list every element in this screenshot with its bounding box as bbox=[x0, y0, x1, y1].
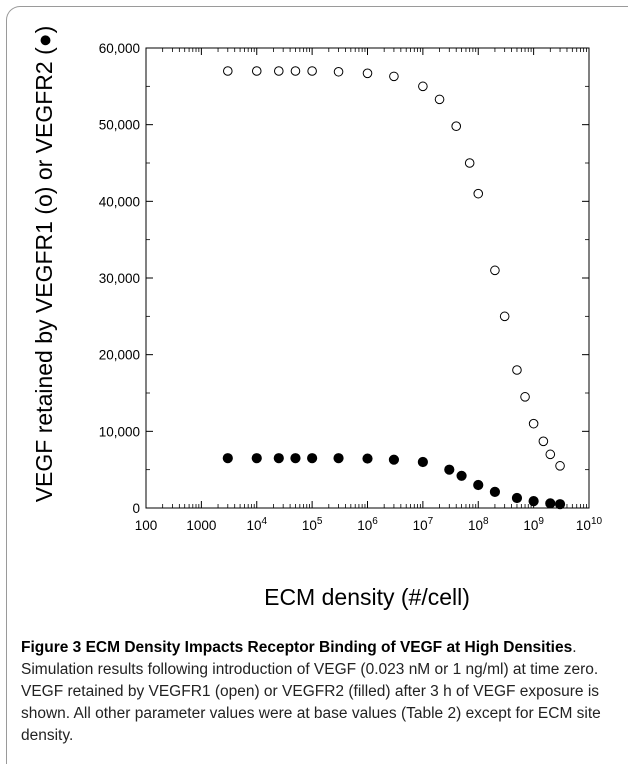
vegfr2-point bbox=[417, 456, 428, 468]
vegfr1-point bbox=[389, 71, 399, 82]
vegfr1-point bbox=[545, 449, 556, 460]
vegfr2-point bbox=[290, 453, 301, 464]
vegfr1-point bbox=[307, 66, 317, 76]
vegfr2-point bbox=[528, 496, 539, 507]
figure-frame bbox=[6, 6, 628, 764]
x-tick-label: 1010 bbox=[576, 516, 603, 533]
vegfr2-point bbox=[473, 479, 484, 491]
vegfr2-point bbox=[511, 492, 523, 504]
y-tick-label: 60,000 bbox=[99, 41, 140, 56]
y-axis-label: VEGF retained by VEGFR1 (o) or VEGFR2 (●… bbox=[31, 26, 57, 503]
vegfr2-point bbox=[388, 454, 400, 465]
vegfr1-point bbox=[222, 66, 233, 76]
vegfr1-point bbox=[499, 311, 510, 322]
x-tick-label: 104 bbox=[246, 516, 267, 533]
vegfr2-point bbox=[444, 464, 455, 475]
vegfr1-point bbox=[418, 81, 428, 92]
vegfr1-point bbox=[512, 365, 522, 375]
vegfr1-point bbox=[464, 158, 475, 168]
y-tick-label: 30,000 bbox=[99, 271, 140, 286]
vegfr1-point bbox=[490, 265, 500, 276]
x-tick-label: 106 bbox=[357, 516, 378, 533]
figure-caption: Figure 3 ECM Density Impacts Receptor Bi… bbox=[21, 637, 621, 747]
vegfr1-point bbox=[555, 461, 565, 471]
vegfr1-point bbox=[362, 68, 373, 79]
vegfr1-point bbox=[273, 66, 284, 76]
vegfr1-point bbox=[528, 418, 539, 429]
vegfr2-point bbox=[456, 470, 467, 481]
figure-title: Figure 3 ECM Density Impacts Receptor Bi… bbox=[21, 639, 573, 656]
vegfr1-point bbox=[520, 392, 530, 402]
y-tick-label: 50,000 bbox=[99, 118, 140, 133]
y-tick-label: 10,000 bbox=[99, 424, 140, 439]
vegfr1-point bbox=[473, 188, 484, 199]
y-tick-label: 0 bbox=[132, 501, 140, 516]
chart: 100 1000 104 105 106 107 108 109 1010 0 10,000 20,… bbox=[31, 26, 603, 610]
vegfr2-point bbox=[554, 499, 566, 510]
x-tick-label: 109 bbox=[523, 516, 544, 533]
vegfr1-point bbox=[434, 94, 445, 105]
vegfr2-point bbox=[251, 453, 262, 464]
x-tick-label: 107 bbox=[413, 516, 434, 533]
y-tick-label: 20,000 bbox=[99, 348, 140, 363]
vegfr1-point bbox=[333, 66, 344, 77]
vegfr2-point bbox=[489, 486, 501, 497]
vegfr2-point bbox=[545, 498, 556, 509]
x-axis-label: ECM density (#/cell) bbox=[264, 584, 470, 610]
vegfr2-point bbox=[222, 453, 233, 464]
y-tick-label: 40,000 bbox=[99, 194, 140, 209]
plot-area bbox=[145, 47, 590, 509]
vegfr1-point bbox=[251, 66, 262, 76]
caption-text: . Simulation results following introduct… bbox=[21, 639, 601, 744]
x-tick-label: 105 bbox=[302, 516, 323, 533]
vegfr1-point bbox=[538, 436, 549, 447]
vegfr2-point bbox=[333, 453, 344, 464]
vegfr2-point bbox=[307, 453, 318, 464]
x-tick-label: 1000 bbox=[186, 518, 216, 533]
vegfr2-point bbox=[273, 453, 284, 464]
x-tick-label: 108 bbox=[468, 516, 489, 533]
vegfr2-point bbox=[362, 453, 373, 464]
vegfr1-point bbox=[290, 66, 301, 76]
vegfr1-point bbox=[451, 121, 462, 131]
x-tick-label: 100 bbox=[135, 518, 158, 533]
